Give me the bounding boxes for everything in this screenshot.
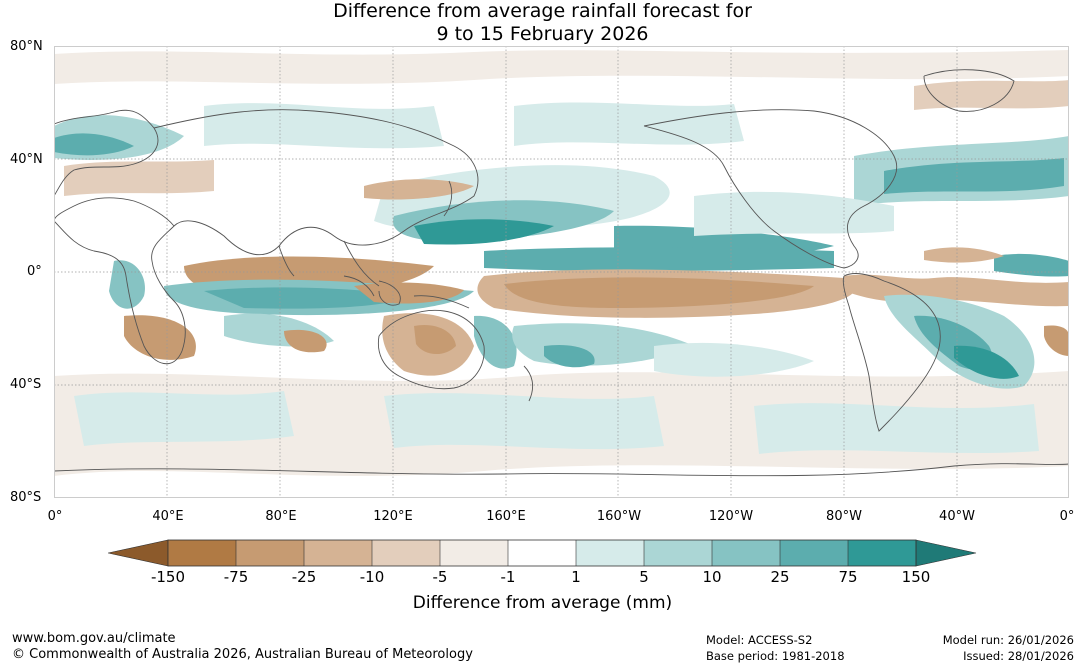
legend-extend-high: [915, 539, 977, 567]
legend-swatch: [304, 540, 372, 566]
lon-label-80w: 80°W: [826, 509, 862, 524]
lat-label-80s: 80°S: [10, 490, 42, 505]
legend-tick: -25: [291, 568, 317, 586]
legend-swatch: [440, 540, 508, 566]
legend-tick: -1: [500, 568, 516, 586]
legend-tick: 1: [571, 568, 581, 586]
lon-label-0-right: 0°: [1059, 509, 1075, 524]
lat-label-0: 0°: [27, 264, 42, 279]
rainfall-anomaly-map: [54, 46, 1069, 498]
legend-swatch: [508, 540, 576, 566]
lon-label-120w: 120°W: [708, 509, 754, 524]
legend-title: Difference from average (mm): [412, 593, 673, 613]
coastlines: [54, 69, 1069, 477]
lon-label-40w: 40°W: [939, 509, 975, 524]
legend-tick: 10: [702, 568, 722, 586]
legend-extend-low: [108, 539, 169, 567]
map-title: Difference from average rainfall forecas…: [0, 0, 1085, 46]
legend-tick: -75: [223, 568, 249, 586]
anomaly-fields: [54, 50, 1069, 476]
legend-swatch: [848, 540, 916, 566]
lat-label-40n: 40°N: [10, 152, 43, 167]
legend-colorbar: [108, 539, 977, 567]
legend-tick: 75: [838, 568, 858, 586]
footer-issued: Issued: 28/01/2026: [963, 649, 1074, 663]
legend-tick: -150: [150, 568, 186, 586]
legend-swatch: [372, 540, 440, 566]
lon-label-0: 0°: [47, 509, 63, 524]
legend-swatch: [780, 540, 848, 566]
footer-url[interactable]: www.bom.gov.au/climate: [12, 631, 176, 646]
lat-label-80n: 80°N: [10, 39, 43, 54]
lon-label-160w: 160°W: [596, 509, 642, 524]
lon-label-160e: 160°E: [486, 509, 526, 524]
legend-swatch: [712, 540, 780, 566]
legend-tick: -10: [359, 568, 385, 586]
lon-label-120e: 120°E: [373, 509, 413, 524]
legend-tick: -5: [432, 568, 448, 586]
lon-label-80e: 80°E: [265, 509, 297, 524]
lat-label-40s: 40°S: [10, 377, 42, 392]
legend-tick: 25: [770, 568, 790, 586]
footer-base-period: Base period: 1981-2018: [706, 649, 845, 663]
graticule: [54, 46, 1069, 498]
footer-model-run: Model run: 26/01/2026: [942, 633, 1074, 647]
legend-swatch: [644, 540, 712, 566]
legend-swatch: [168, 540, 236, 566]
legend-tick: 150: [901, 568, 931, 586]
legend-tick: 5: [639, 568, 649, 586]
legend-swatch: [576, 540, 644, 566]
footer-model: Model: ACCESS-S2: [706, 633, 813, 647]
title-line-1: Difference from average rainfall forecas…: [333, 0, 752, 22]
footer-copyright: © Commonwealth of Australia 2026, Austra…: [12, 647, 473, 662]
title-line-2: 9 to 15 February 2026: [436, 23, 649, 45]
lon-label-40e: 40°E: [152, 509, 184, 524]
legend-swatch: [236, 540, 304, 566]
